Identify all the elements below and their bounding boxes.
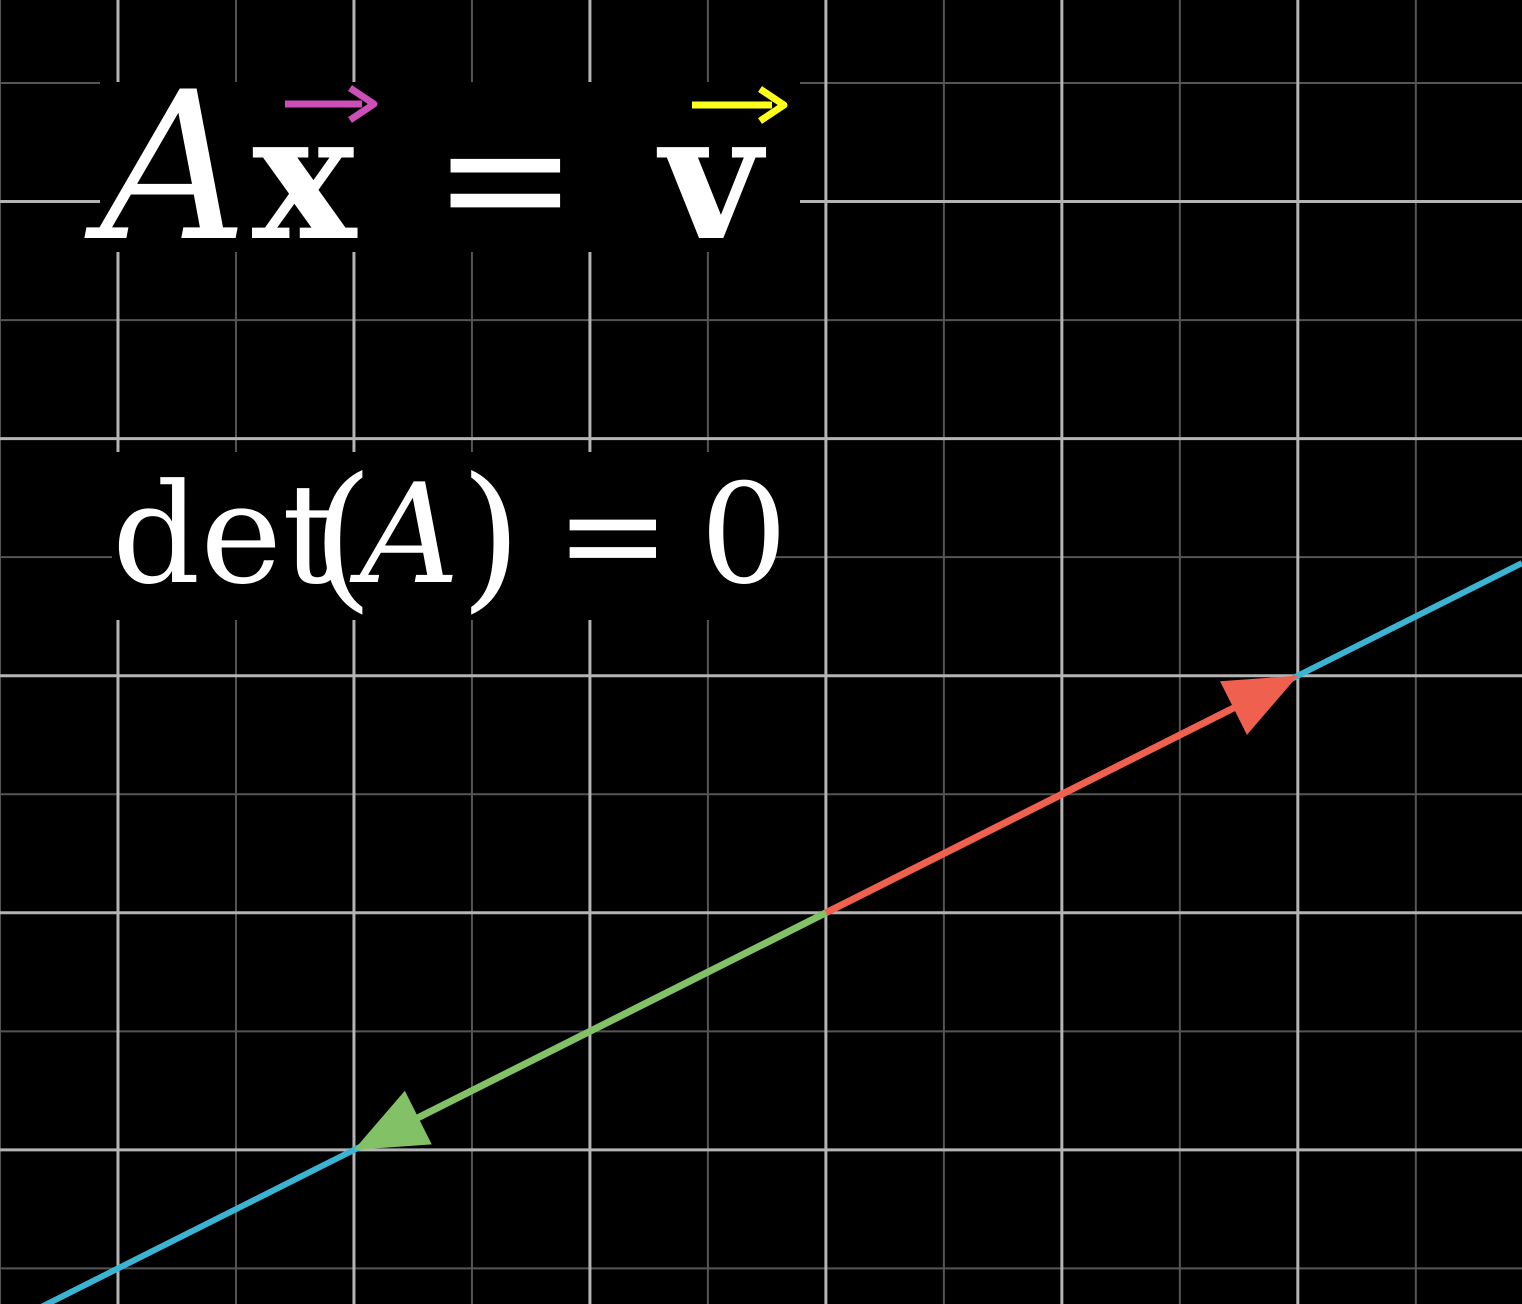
vector-v-arrow-icon — [692, 86, 788, 124]
red-vector — [824, 675, 1298, 916]
vector-v-label: v — [656, 75, 767, 280]
vector-x-label: x — [252, 75, 358, 280]
matrix-a-label: A — [84, 49, 248, 287]
open-paren: ( — [312, 444, 374, 628]
green-vector-arrowhead — [353, 1090, 432, 1150]
det-value: 0 — [700, 454, 788, 615]
green-vector-shaft — [413, 909, 828, 1123]
vector-x-arrow-icon — [285, 85, 378, 123]
equation-det-a-equals-zero: det ( A ) = 0 — [112, 444, 788, 628]
green-vector — [353, 909, 828, 1150]
vectors — [353, 675, 1298, 1150]
det-matrix-a-label: A — [349, 454, 460, 615]
det-label: det — [112, 454, 337, 615]
equation-ax-equals-v: A x = v — [84, 49, 800, 287]
det-equals-sign: = — [555, 454, 671, 615]
red-vector-shaft — [824, 703, 1239, 916]
close-paren: ) — [460, 444, 522, 628]
red-vector-arrowhead — [1220, 675, 1298, 735]
equals-sign: = — [432, 77, 579, 280]
